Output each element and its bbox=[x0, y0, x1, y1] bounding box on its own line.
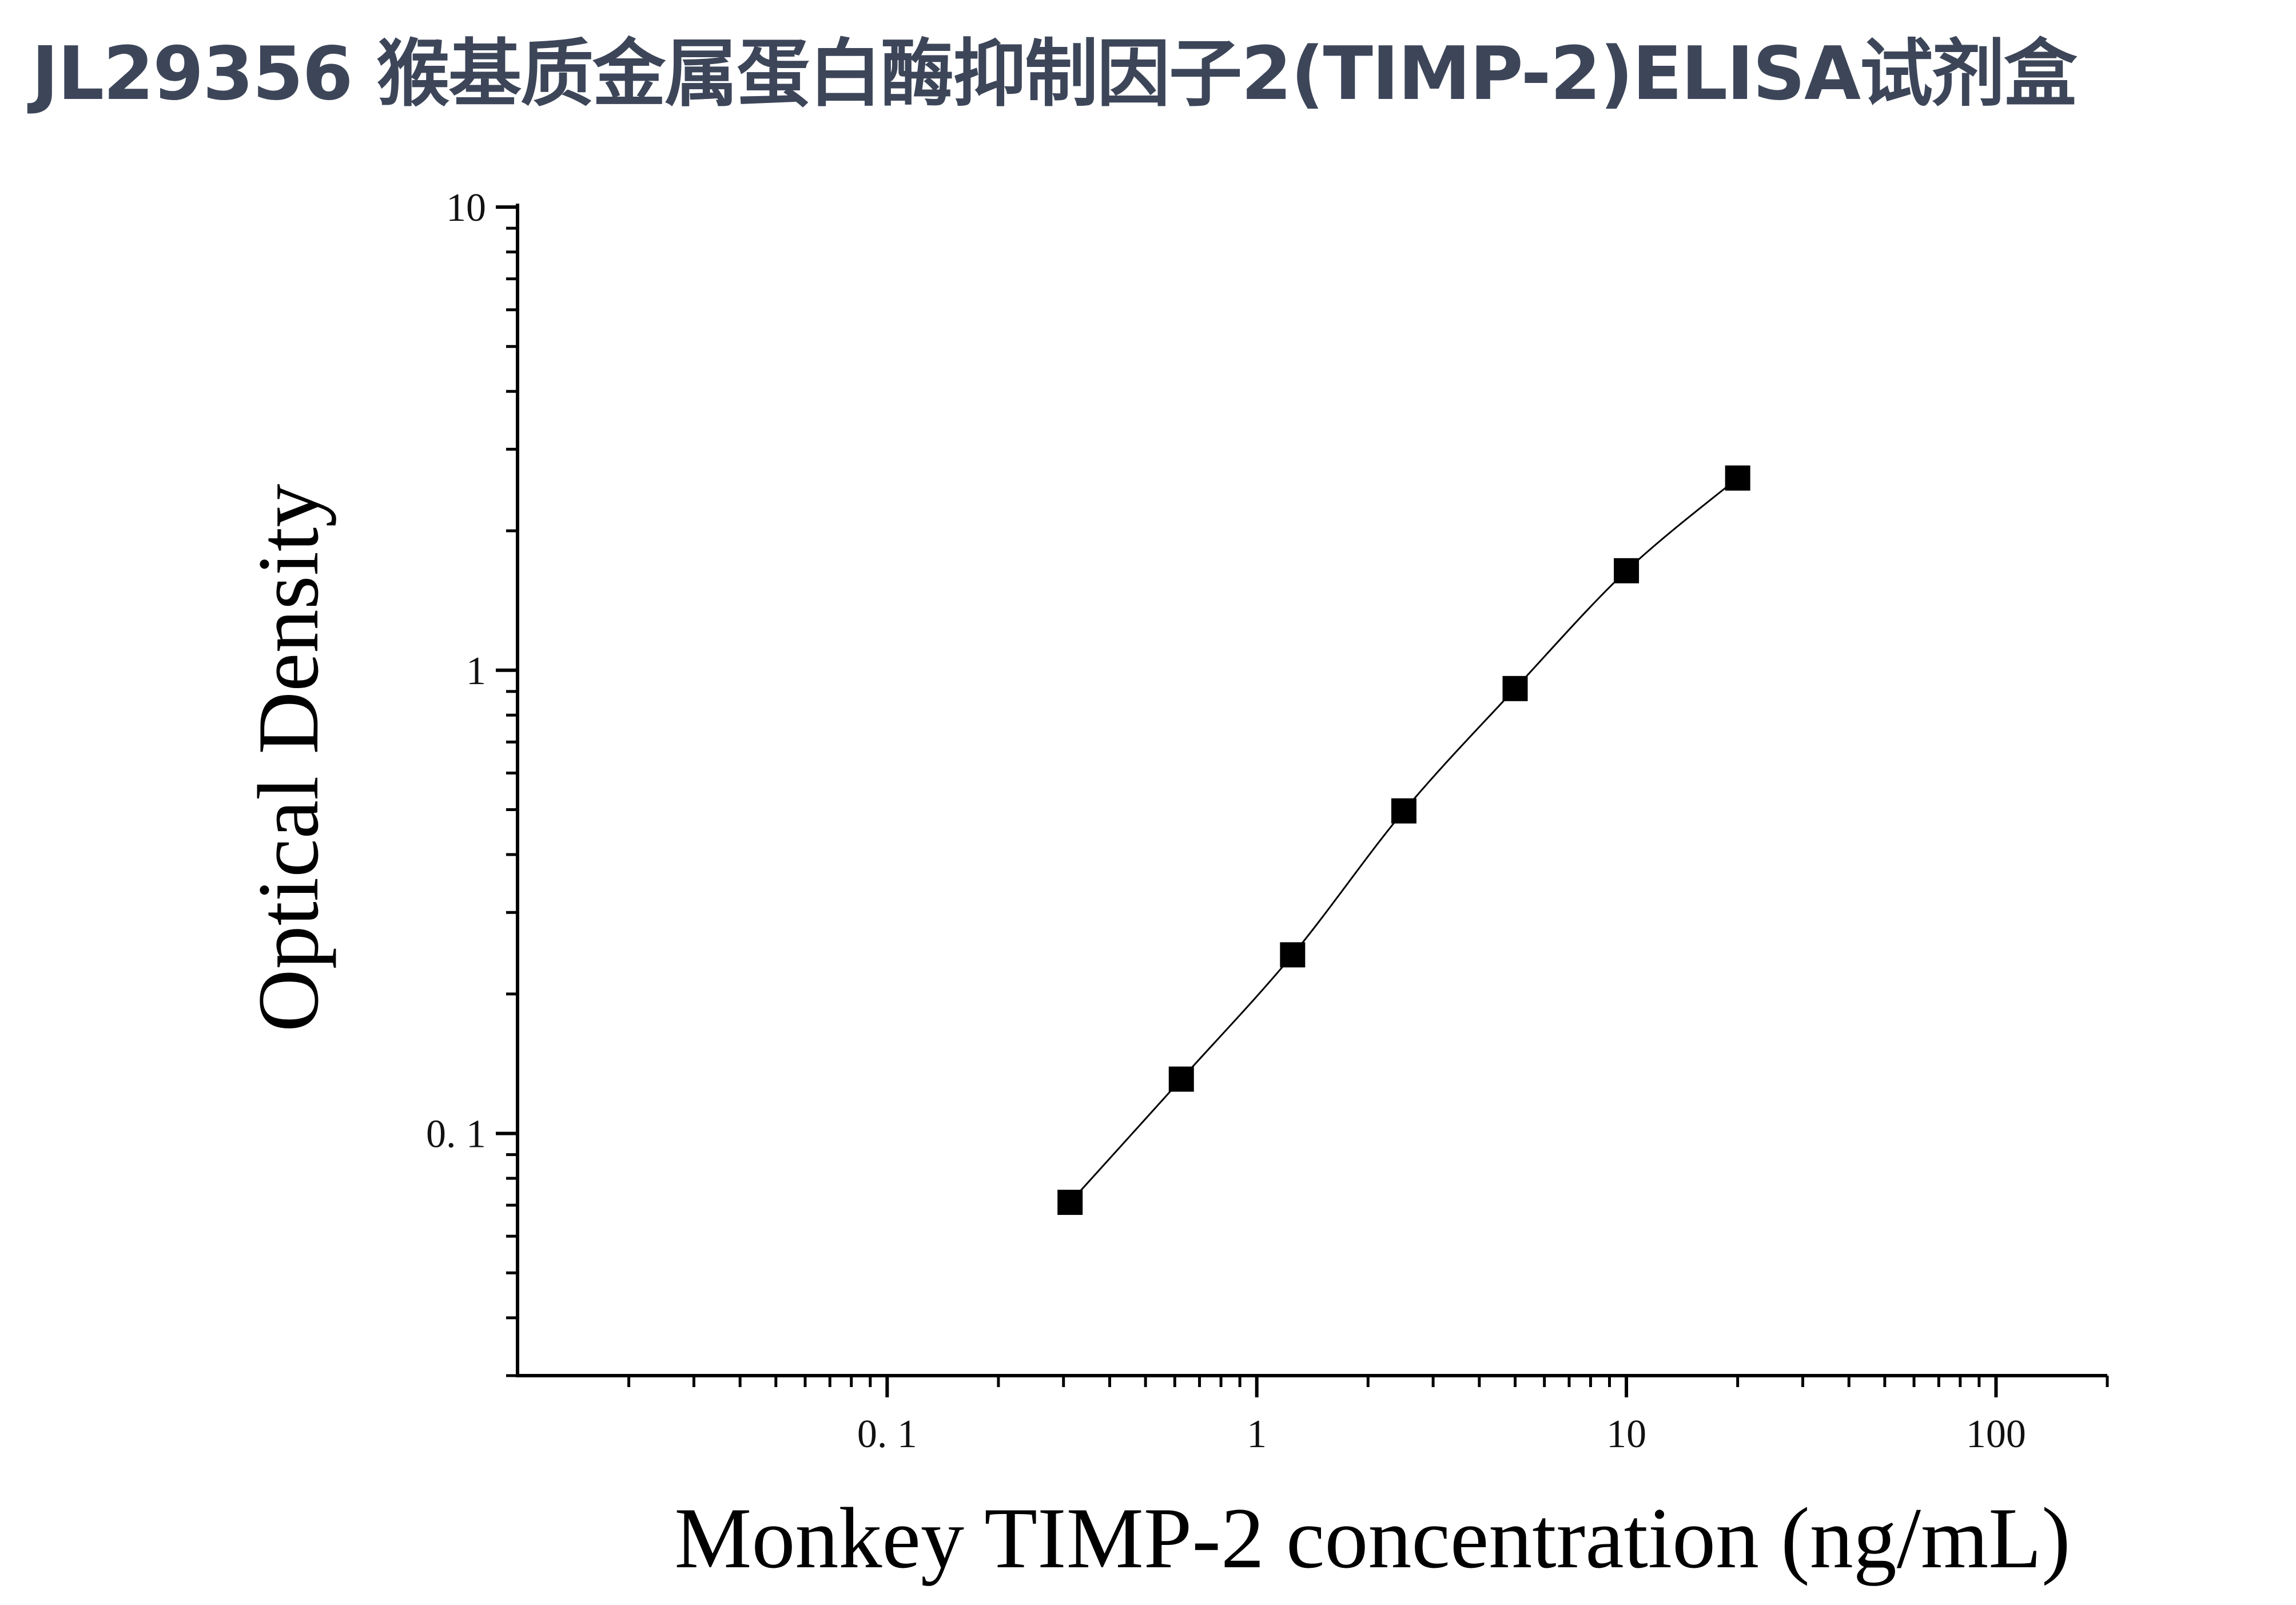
data-point bbox=[1391, 798, 1416, 824]
y-tick-label: 0. 1 bbox=[426, 1113, 486, 1157]
data-point bbox=[1502, 676, 1528, 701]
x-axis-label: Monkey TIMP-2 concentration (ng/mL) bbox=[674, 1490, 2070, 1586]
data-point bbox=[1280, 942, 1306, 968]
data-point bbox=[1725, 465, 1750, 491]
data-point bbox=[1057, 1190, 1083, 1215]
fit-curve-line bbox=[1069, 477, 1738, 1203]
y-tick-label: 10 bbox=[446, 186, 486, 230]
x-axis-ticks: 0. 1 1 10 100 bbox=[627, 1376, 2109, 1456]
y-tick-label: 1 bbox=[466, 649, 486, 693]
x-tick-label: 0. 1 bbox=[857, 1412, 917, 1456]
y-axis-label: Optical Density bbox=[240, 484, 336, 1032]
data-point bbox=[1614, 558, 1640, 583]
x-tick-label: 1 bbox=[1247, 1412, 1267, 1456]
data-point bbox=[1168, 1066, 1194, 1092]
axes bbox=[516, 204, 2107, 1377]
page-title: JL29356 猴基质金属蛋白酶抑制因子2(TIMP-2)ELISA试剂盒 bbox=[31, 31, 2077, 117]
fit-curve-layer bbox=[1069, 477, 1738, 1203]
y-axis-ticks: 0. 1 1 10 bbox=[426, 186, 518, 1377]
x-tick-label: 100 bbox=[1966, 1412, 2026, 1456]
x-tick-label: 10 bbox=[1606, 1412, 1646, 1456]
data-points bbox=[1057, 465, 1750, 1215]
